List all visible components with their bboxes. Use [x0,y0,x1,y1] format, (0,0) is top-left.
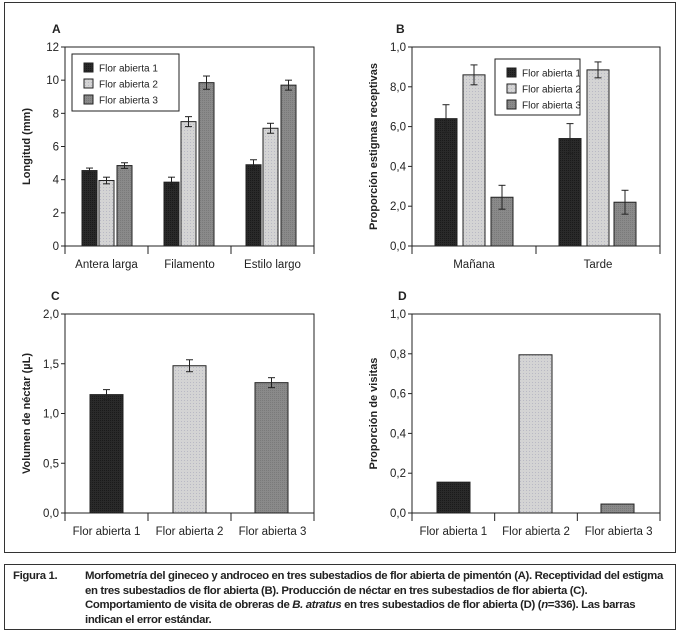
y-tick-label: 1,0 [390,42,406,54]
y-tick-label: 6,0 [390,122,406,134]
y-tick-label: 12 [46,42,59,54]
panel-title: B [396,22,405,36]
figure-frame [4,2,676,553]
bar [434,118,458,247]
x-tick-label: Flor abierta 2 [156,526,224,538]
y-tick-label: 0 [53,241,59,253]
y-tick-label: 0,4 [390,428,407,440]
y-tick-label: 1,0 [390,309,406,321]
panel-title: C [51,289,60,303]
bar [81,170,98,247]
legend-label: Flor abierta 3 [522,101,581,112]
legend: Flor abierta 1 Flor abierta 2 Flor abierta… [71,53,180,112]
caption-part: en tres subestadios de flor abierta (D) … [341,599,542,611]
bar [436,481,471,514]
y-tick-label: 10 [46,75,59,87]
x-tick-label: Mañana [453,259,495,271]
panel-b: B 0,0 2,0 0,4 6,0 8,0 1,0 Proporción estigmas r… [368,22,661,271]
x-tick-label: Flor abierta 2 [502,526,570,538]
y-tick-label: 8 [53,108,59,120]
y-tick-label: 0,4 [390,161,407,173]
x-tick-label: Flor abierta 1 [419,526,487,538]
y-tick-label: 0,0 [390,508,406,520]
bar [558,138,582,247]
y-tick-label: 4 [53,175,60,187]
caption-text: Morfometría del gineceo y androceo en tr… [85,569,669,627]
y-tick-label: 0,0 [390,241,406,253]
bar [254,382,289,514]
bar [198,82,215,247]
y-tick-label: 6 [53,142,59,154]
legend-swatch [83,94,94,105]
y-tick-label: 0,0 [43,508,59,520]
bar [262,127,279,247]
x-tick-label: Flor abierta 1 [73,526,141,538]
panel-title: D [398,289,407,303]
y-tick-label: 0,6 [390,389,406,401]
x-tick-label: Filamento [164,259,215,271]
x-tick-label: Flor abierta 3 [239,526,307,538]
legend-label: Flor abierta 2 [522,85,581,96]
y-axis-label: Proporción estigmas receptivas [368,63,380,230]
x-tick-label: Estilo largo [244,259,301,271]
bar [116,165,133,247]
caption-part: B. atratus [292,599,342,611]
y-tick-label: 8,0 [390,82,406,94]
legend-label: Flor abierta 2 [99,80,158,91]
figure-caption: Figura 1. Morfometría del gineceo y andr… [4,564,676,630]
y-tick-label: 0,8 [390,349,406,361]
legend: Flor abierta 1 Flor abierta 2 Flor abierta… [494,58,581,116]
y-axis-label: Proporción de visitas [368,358,380,470]
panel-d: D 0,0 0,2 0,4 0,6 0,8 1,0 Proporción de visitas… [368,289,661,538]
bar [98,179,115,247]
caption-label: Figura 1. [13,570,58,582]
figure-panels: A 0 2 4 6 8 10 12 Longitud (mm) Antera larga Filam… [21,22,661,538]
legend-label: Flor abierta 1 [522,69,581,80]
y-tick-label: 1,5 [43,359,59,371]
caption-part: n [541,599,548,611]
legend-label: Flor abierta 1 [99,64,158,75]
bar [462,74,486,247]
y-axis-label: Volumen de néctar (µL) [21,353,33,474]
panel-c: C 0,0 0,5 1,0 1,5 2,0 Volumen de néctar (µL) Fl… [21,289,315,538]
x-tick-label: Flor abierta 3 [585,526,653,538]
bar [518,354,553,514]
bar [280,84,297,247]
bar [180,121,197,247]
x-tick-label: Tarde [584,259,613,271]
legend-swatch [506,67,517,78]
y-tick-label: 0,2 [390,468,406,480]
bar [600,503,635,514]
caption-part: =336). Las barras indican el error están… [85,599,636,626]
legend-swatch [83,78,94,89]
bar [89,394,124,514]
legend-swatch [506,99,517,110]
x-tick-label: Antera larga [75,259,138,271]
panel-a: A 0 2 4 6 8 10 12 Longitud (mm) Antera larga Filam… [21,22,315,271]
y-tick-label: 2,0 [43,309,59,321]
y-axis-label: Longitud (mm) [21,108,33,185]
bar [586,69,610,247]
y-tick-label: 2 [53,208,59,220]
legend-label: Flor abierta 3 [99,96,158,107]
caption-part: Morfometría del gineceo y androceo en tr… [85,570,663,611]
y-tick-label: 1,0 [43,409,59,421]
legend-swatch [506,83,517,94]
bar [172,365,207,514]
y-tick-label: 2,0 [390,201,406,213]
panel-title: A [52,22,61,36]
bar [163,181,180,247]
y-tick-label: 0,5 [43,458,59,470]
legend-swatch [83,62,94,73]
bar [245,164,262,247]
